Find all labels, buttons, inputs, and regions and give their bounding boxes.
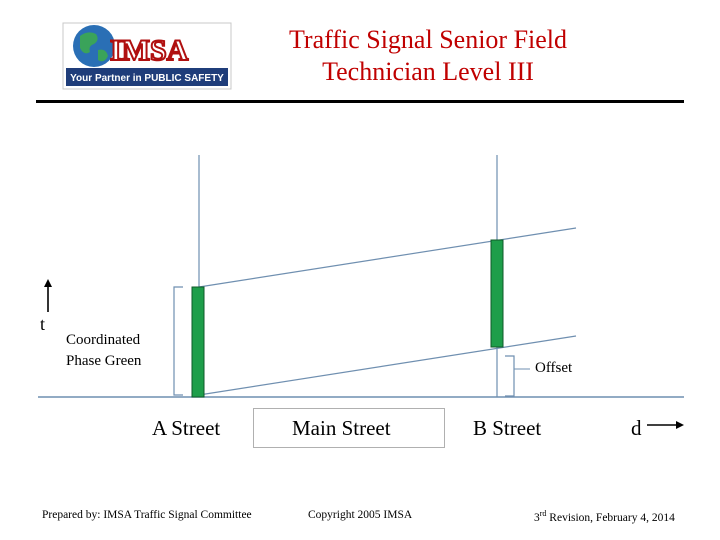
time-axis-label: t <box>40 314 46 334</box>
a-street-green-bar <box>191 286 205 398</box>
a-street-label: A Street <box>152 416 221 440</box>
distance-axis-arrow <box>647 421 684 429</box>
main-street-label: Main Street <box>292 416 391 440</box>
offset-label: Offset <box>535 360 573 376</box>
svg-text:IMSA: IMSA <box>110 34 189 67</box>
b-street-green-bar <box>490 239 504 348</box>
page-title: Traffic Signal Senior Field Technician L… <box>240 24 616 88</box>
main-street-box <box>253 408 445 448</box>
b-street-label: B Street <box>473 416 542 440</box>
logo-tagline: Your Partner in PUBLIC SAFETY <box>70 73 224 84</box>
footer-revision-number: 3 <box>534 511 540 524</box>
header-divider <box>36 100 684 103</box>
title-line-2: Technician Level III <box>322 57 534 86</box>
distance-axis-label: d <box>631 416 642 440</box>
globe-icon <box>73 25 115 67</box>
phase-green-bracket <box>173 286 183 396</box>
footer-revision-suffix: rd <box>539 509 547 518</box>
footer-revision: 3rd Revision, February 4, 2014 <box>534 509 675 524</box>
footer-prepared-by: Prepared by: IMSA Traffic Signal Committ… <box>42 509 252 521</box>
imsa-logo: IMSA Your Partner in PUBLIC SAFETY <box>62 22 232 90</box>
cpg-line-2: Phase Green <box>66 353 142 369</box>
coordinated-phase-green-label: Coordinated Phase Green <box>66 330 141 372</box>
band-upper-line <box>198 227 577 288</box>
title-line-1: Traffic Signal Senior Field <box>288 25 568 54</box>
footer-revision-date: Revision, February 4, 2014 <box>546 511 675 524</box>
band-lower-line <box>198 335 577 396</box>
time-axis-arrow <box>44 279 52 312</box>
offset-bracket <box>505 355 515 397</box>
footer-copyright: Copyright 2005 IMSA <box>308 509 413 521</box>
cpg-line-1: Coordinated <box>66 332 141 348</box>
